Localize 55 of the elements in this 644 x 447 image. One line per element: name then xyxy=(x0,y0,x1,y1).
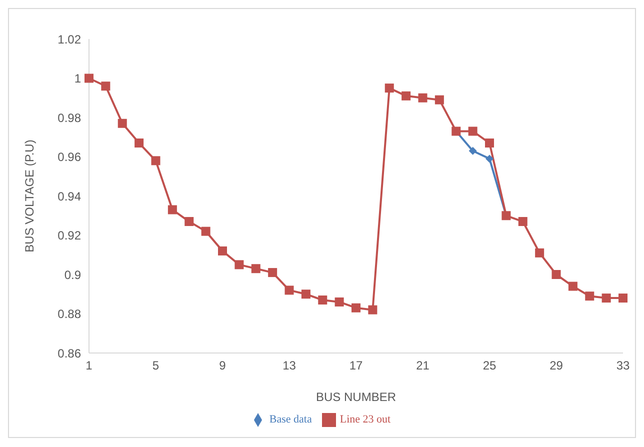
y-tick-label: 0.94 xyxy=(58,189,82,204)
y-tick-label: 0.88 xyxy=(58,307,82,322)
point xyxy=(486,154,494,163)
point xyxy=(84,74,94,83)
point xyxy=(201,226,210,236)
x-tick-label: 13 xyxy=(282,358,296,373)
point xyxy=(218,246,227,256)
point xyxy=(352,303,360,312)
point xyxy=(468,126,478,136)
point xyxy=(402,91,411,100)
x-tick-label: 21 xyxy=(416,358,430,373)
x-tick-label: 25 xyxy=(482,358,496,373)
point xyxy=(434,95,444,104)
legend-label: Line 23 out xyxy=(340,414,391,426)
y-tick-label: 0.9 xyxy=(64,268,82,282)
point xyxy=(568,282,578,291)
x-tick-label: 5 xyxy=(152,358,160,373)
y-tick-label: 0.92 xyxy=(58,228,82,243)
point xyxy=(284,286,294,295)
point xyxy=(368,305,378,314)
y-tick-label: 0.98 xyxy=(58,110,82,125)
point xyxy=(301,290,310,299)
point xyxy=(118,118,127,128)
point xyxy=(518,217,528,226)
x-tick-label: 29 xyxy=(550,358,564,373)
y-tick-label: 0.96 xyxy=(58,150,82,164)
legend-label: Base data xyxy=(269,414,312,426)
point xyxy=(168,205,177,214)
x-tick-label: 33 xyxy=(616,358,630,373)
point xyxy=(134,138,144,148)
point xyxy=(418,93,428,102)
point xyxy=(535,248,544,258)
point xyxy=(101,82,110,91)
point xyxy=(251,264,260,274)
y-axis-title: BUS VOLTAGE (P.U) xyxy=(22,140,36,252)
point xyxy=(602,294,611,303)
y-tick-label: 0.86 xyxy=(58,346,82,360)
point xyxy=(234,260,244,270)
x-axis-title: BUS NUMBER xyxy=(316,390,396,404)
y-tick-label: 1.02 xyxy=(58,32,82,46)
point xyxy=(318,296,328,305)
point xyxy=(485,138,494,148)
point xyxy=(618,294,628,303)
x-tick-label: 17 xyxy=(349,358,363,373)
point xyxy=(552,270,561,279)
x-tick-label: 9 xyxy=(219,358,226,373)
point xyxy=(585,292,594,301)
x-tick-label: 1 xyxy=(86,358,93,373)
point xyxy=(151,156,160,166)
point xyxy=(334,297,344,306)
y-tick-label: 1 xyxy=(74,72,82,86)
point xyxy=(384,84,394,93)
point xyxy=(184,217,194,226)
point xyxy=(468,146,477,155)
point xyxy=(268,268,278,278)
